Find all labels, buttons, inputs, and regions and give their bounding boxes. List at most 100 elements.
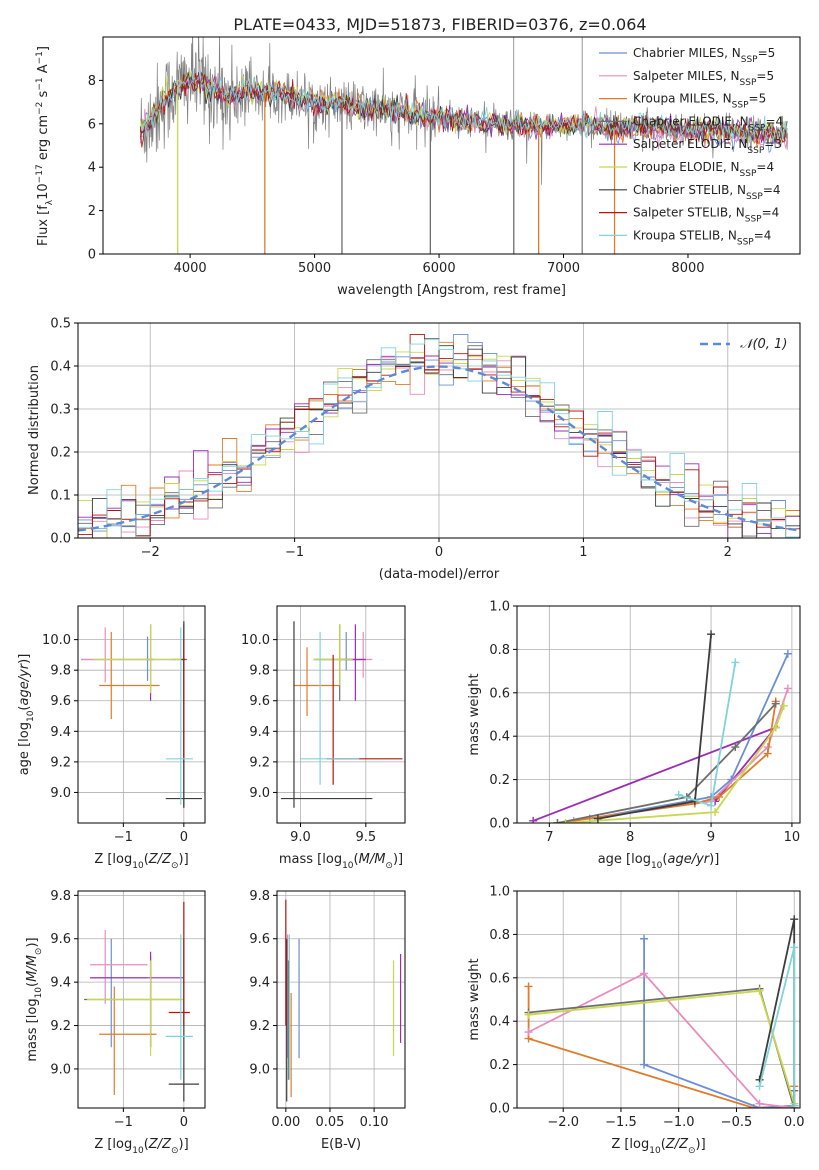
weight-marker-salpeter_miles [524,1028,533,1037]
spectrum-lines [139,37,788,254]
y-tick-label: 9.4 [50,725,71,740]
hist-chabrier_elodie [78,337,800,538]
x-tick-label: −1.0 [663,1115,695,1130]
spectrum-y-label: Flux [fλ10−17 erg cm−2 s−1 A−1] [35,46,55,246]
mw-z-x-label: Z [log10(Z/Z⊙)] [611,1137,705,1156]
axis-group: −2.0 −1.5 −1.0 −0.5 0.0 0.0 0.2 0.4 0.6 0.8 1.0 [489,885,804,1131]
y-tick-label: 0.6 [489,971,510,986]
weight-marker-kroupa_stelib [790,943,799,952]
mw-z-y-label: mass weight [467,958,482,1040]
weight-marker-salpeter_miles [783,684,792,693]
weight-marker-kroupa_elodie [779,701,788,710]
y-tick-label: 9.0 [50,1062,71,1077]
mass-z-marks [84,901,199,1102]
x-tick-label: 1 [579,545,587,560]
weight-marker-kroupa_miles [763,749,772,758]
axis-group: 9.0 9.5 9.0 9.2 9.4 9.6 9.8 10.0 [241,606,405,845]
weight-marker-kroupa_elodie [771,723,780,732]
age-mass-frame [276,605,406,824]
weight-marker-kroupa_stelib [755,1082,764,1091]
weight-marker-chabrier_elodie [771,699,780,708]
x-tick-label: −2 [141,545,160,560]
y-tick-label: 9.0 [249,1062,270,1077]
mw-z-lines [524,915,799,1108]
y-tick-label: 0.3 [50,403,71,418]
model-spectrum-kroupa_stelib [139,71,788,142]
x-tick-label: 9 [707,830,715,845]
y-tick-label: 2 [88,204,96,219]
x-tick-label: 0.00 [271,1115,300,1130]
weight-marker-salpeter_miles [640,969,649,978]
weight-marker-salpeter_elodie [529,816,538,823]
weight-marker-chabrier_stelib [707,630,716,639]
y-tick-label: 9.2 [50,755,71,770]
legend-entry-salpeter_miles: Salpeter MILES, NSSP=5 [633,69,774,88]
mw-age-x-label: age [log10(age/yr)] [598,852,720,871]
legend-entry-kroupa_stelib: Kroupa STELIB, NSSP=4 [633,228,771,247]
y-tick-label: 4 [88,161,96,176]
legend-entry-salpeter_stelib: Salpeter STELIB, NSSP=4 [633,206,779,225]
y-tick-label: 9.8 [249,889,270,904]
weight-line-chabrier_miles [589,653,789,820]
y-tick-label: 0 [88,248,96,263]
mass-ebv-marks [285,899,402,1102]
y-tick-label: 0.2 [489,1058,510,1073]
y-tick-label: 0.6 [489,686,510,701]
mass-z-frame [77,890,206,1109]
weight-marker-kroupa_stelib [731,658,740,667]
axis-group: −1 0 9.0 9.2 9.4 9.6 9.8 10.0 [42,606,205,845]
weight-line-chabrier_elodie [557,702,777,823]
axis-group: −2 −1 0 1 2 0.0 0.1 0.2 0.3 0.4 0.5 [50,317,800,560]
weight-marker-kroupa_miles [524,982,533,991]
weight-line-salpeter_miles [528,972,795,1108]
x-tick-label: 4000 [174,261,207,276]
x-tick-label: 10 [784,830,801,845]
weight-line-kroupa_miles [527,986,796,1108]
legend-entry-chabrier_miles: Chabrier MILES, NSSP=5 [633,46,775,65]
axis-group: 4000 5000 6000 7000 8000 0 2 4 6 8 [88,74,705,276]
x-tick-label: −2.0 [547,1115,579,1130]
mass-ebv-frame [276,890,406,1109]
age-z-marks [81,621,202,808]
y-tick-label: 9.6 [249,932,270,947]
x-tick-label: 6000 [423,261,456,276]
x-tick-label: 0.10 [360,1115,389,1130]
legend-gauss-label: 𝒩(0, 1) [740,337,787,352]
weight-marker-chabrier_stelib [593,814,602,823]
weight-marker-kroupa_elodie [561,819,570,823]
age-z-x-label: Z [log10(Z/Z⊙)] [94,852,188,871]
x-tick-label: −1.5 [605,1115,637,1130]
weight-line-chabrier_stelib [758,919,796,1106]
y-tick-label: 9.4 [249,725,270,740]
figure-title: PLATE=0433, MJD=51873, FIBERID=0376, z=0… [233,15,646,34]
y-tick-label: 0.4 [50,360,71,375]
x-tick-label: 0 [435,545,443,560]
mass-z-x-label: Z [log10(Z/Z⊙)] [94,1137,188,1156]
x-tick-label: 7 [545,830,553,845]
y-tick-label: 0.4 [489,1015,510,1030]
y-tick-label: 0.0 [489,817,510,832]
x-tick-label: −1 [285,545,304,560]
y-tick-label: 0.8 [489,643,510,658]
x-tick-label: 0 [180,1115,188,1130]
y-tick-label: 9.2 [249,1019,270,1034]
weight-marker-chabrier_miles [640,934,649,943]
x-tick-label: −1 [114,830,133,845]
weight-marker-kroupa_stelib [707,801,716,810]
y-tick-label: 10.0 [42,633,71,648]
mass-ebv-x-label: E(B-V) [321,1137,361,1152]
mw-age-lines [529,630,792,823]
y-tick-label: 0.0 [50,532,71,547]
weight-marker-chabrier_elodie [731,743,740,752]
x-tick-label: 0.0 [784,1115,805,1130]
legend-entry-kroupa_miles: Kroupa MILES, NSSP=5 [633,92,766,111]
age-z-y-label: age [log10(age/yr)] [17,654,36,776]
weight-line-kroupa_elodie [565,705,785,823]
y-tick-label: 1.0 [489,885,510,900]
y-tick-label: 6 [88,117,96,132]
x-tick-label: 8 [626,830,634,845]
y-tick-label: 9.0 [249,786,270,801]
y-tick-label: 0.2 [50,446,71,461]
